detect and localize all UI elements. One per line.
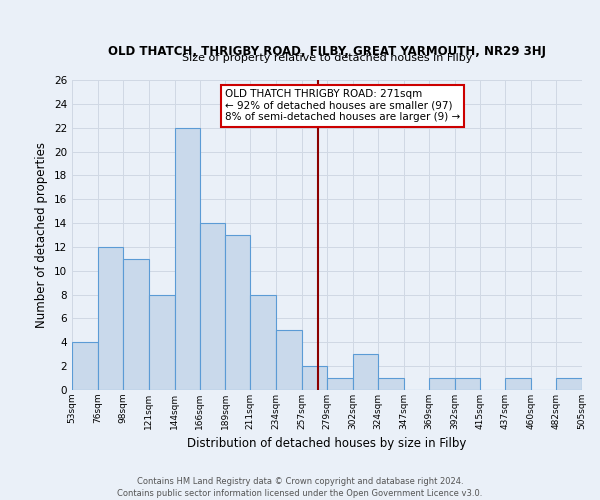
Bar: [327, 378, 353, 390]
Bar: [276, 330, 302, 390]
Text: Contains HM Land Registry data © Crown copyright and database right 2024.
Contai: Contains HM Land Registry data © Crown c…: [118, 476, 482, 498]
Bar: [378, 378, 404, 390]
Bar: [199, 223, 226, 390]
Bar: [175, 128, 199, 390]
Bar: [98, 247, 123, 390]
Bar: [250, 294, 276, 390]
Text: OLD THATCH THRIGBY ROAD: 271sqm
← 92% of detached houses are smaller (97)
8% of : OLD THATCH THRIGBY ROAD: 271sqm ← 92% of…: [225, 90, 460, 122]
Bar: [455, 378, 481, 390]
Bar: [556, 378, 582, 390]
Bar: [123, 259, 149, 390]
Text: Size of property relative to detached houses in Filby: Size of property relative to detached ho…: [182, 53, 472, 63]
Bar: [353, 354, 378, 390]
X-axis label: Distribution of detached houses by size in Filby: Distribution of detached houses by size …: [187, 438, 467, 450]
Y-axis label: Number of detached properties: Number of detached properties: [35, 142, 49, 328]
Bar: [149, 294, 175, 390]
Bar: [226, 235, 250, 390]
Bar: [505, 378, 531, 390]
Bar: [302, 366, 327, 390]
Bar: [428, 378, 455, 390]
Title: OLD THATCH, THRIGBY ROAD, FILBY, GREAT YARMOUTH, NR29 3HJ: OLD THATCH, THRIGBY ROAD, FILBY, GREAT Y…: [108, 45, 546, 58]
Bar: [72, 342, 98, 390]
